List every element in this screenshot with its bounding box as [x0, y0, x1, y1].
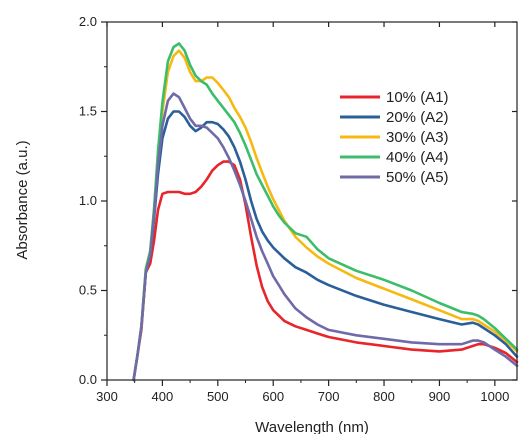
- legend-label: 50% (A5): [386, 169, 449, 186]
- y-tick-label: 1.0: [79, 193, 97, 208]
- y-tick-label: 2.0: [79, 14, 97, 29]
- y-axis-title: Absorbance (a.u.): [14, 140, 31, 259]
- series-line-10-a1: [134, 162, 517, 380]
- legend-label: 30% (A3): [386, 129, 449, 146]
- x-tick-label: 400: [152, 389, 174, 404]
- plot-lines: [134, 44, 517, 381]
- x-axis-title: Wavelength (nm): [255, 419, 369, 434]
- legend-label: 10% (A1): [386, 89, 449, 106]
- y-tick-label: 0.5: [79, 283, 97, 298]
- y-tick-label: 0.0: [79, 372, 97, 387]
- x-tick-label: 1000: [480, 389, 509, 404]
- x-tick-label: 700: [318, 389, 340, 404]
- series-line-20-a2: [134, 112, 517, 381]
- series-line-30-a3: [134, 51, 517, 380]
- x-tick-label: 500: [207, 389, 229, 404]
- legend: 10% (A1) 20% (A2) 30% (A3) 40% (A4) 50% (A5): [340, 89, 449, 186]
- x-tick-label: 300: [96, 389, 118, 404]
- y-tick-label: 1.5: [79, 104, 97, 119]
- legend-label: 40% (A4): [386, 149, 449, 166]
- x-tick-label: 900: [429, 389, 451, 404]
- x-tick-label: 800: [373, 389, 395, 404]
- x-tick-label: 600: [262, 389, 284, 404]
- legend-label: 20% (A2): [386, 109, 449, 126]
